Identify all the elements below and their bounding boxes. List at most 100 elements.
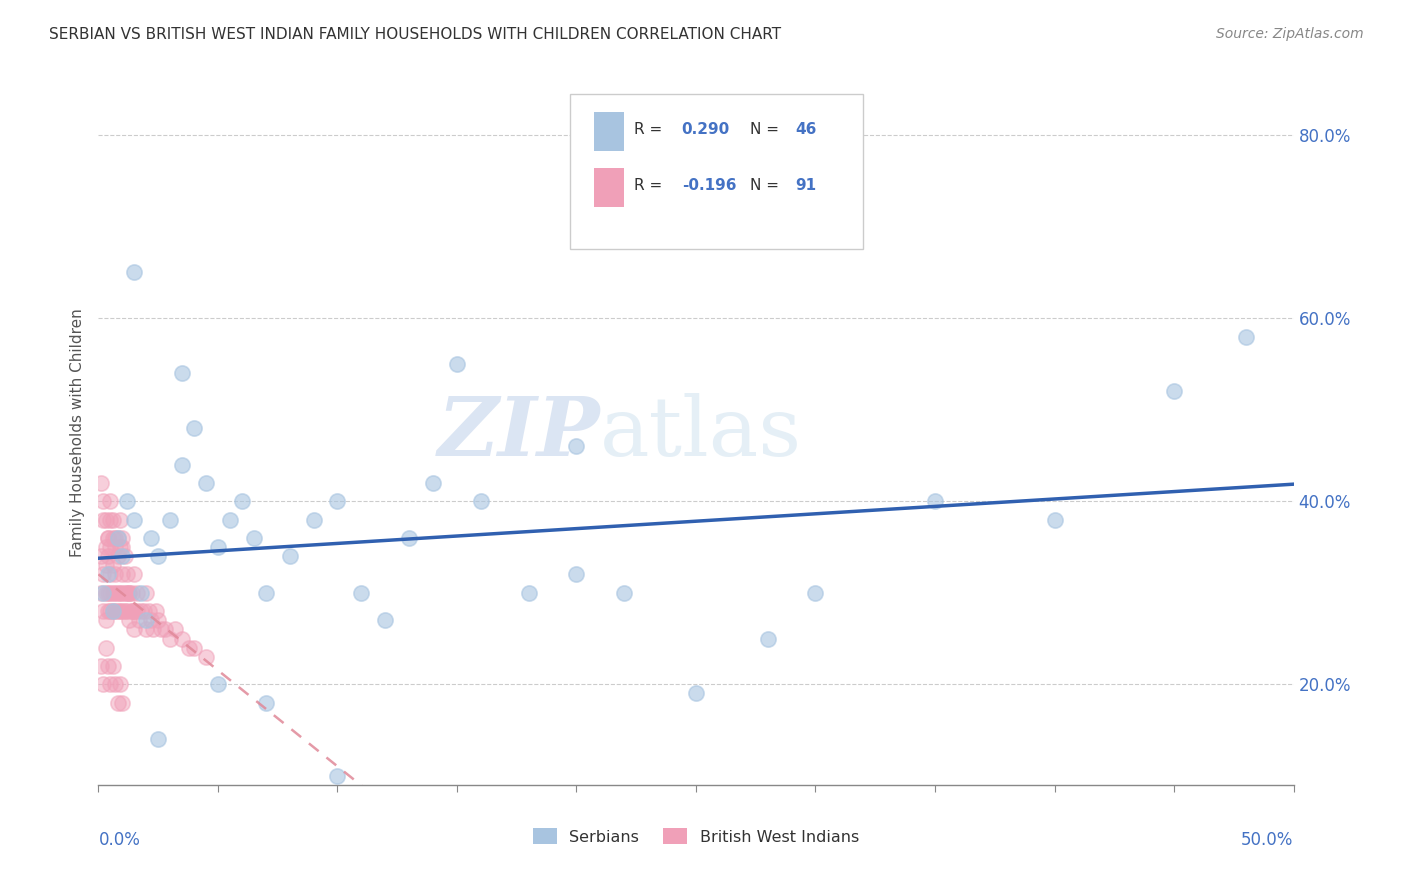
Point	[125, 604, 148, 618]
Point	[121, 604, 143, 618]
Point	[90, 586, 112, 600]
Text: 50.0%: 50.0%	[1241, 830, 1294, 849]
Point	[107, 531, 129, 545]
Point	[97, 567, 120, 582]
Point	[470, 494, 492, 508]
Point	[118, 586, 141, 600]
Point	[104, 567, 127, 582]
Text: SERBIAN VS BRITISH WEST INDIAN FAMILY HOUSEHOLDS WITH CHILDREN CORRELATION CHART: SERBIAN VS BRITISH WEST INDIAN FAMILY HO…	[49, 27, 782, 42]
Point	[179, 640, 201, 655]
Point	[98, 540, 122, 554]
Text: N =: N =	[749, 178, 779, 194]
Point	[115, 586, 138, 600]
Point	[104, 586, 127, 600]
Point	[374, 613, 396, 627]
Point	[111, 567, 134, 582]
Point	[243, 531, 266, 545]
Point	[219, 512, 242, 526]
Point	[125, 586, 148, 600]
Point	[124, 512, 146, 526]
Point	[1234, 329, 1257, 343]
Point	[350, 586, 373, 600]
Point	[148, 549, 170, 564]
Point	[111, 604, 134, 618]
Point	[195, 475, 218, 490]
Point	[107, 531, 129, 545]
Point	[97, 659, 120, 673]
Point	[148, 732, 170, 747]
Point	[98, 512, 122, 526]
Text: 91: 91	[796, 178, 817, 194]
Point	[97, 531, 120, 545]
Text: N =: N =	[749, 122, 779, 137]
Point	[254, 586, 277, 600]
Point	[98, 586, 122, 600]
Point	[97, 549, 120, 564]
Point	[97, 531, 120, 545]
Point	[115, 604, 138, 618]
Point	[98, 604, 122, 618]
Point	[101, 512, 124, 526]
Point	[804, 586, 827, 600]
Point	[756, 632, 779, 646]
Point	[924, 494, 946, 508]
Point	[108, 586, 131, 600]
Point	[114, 549, 136, 564]
Point	[145, 604, 167, 618]
Point	[104, 531, 127, 545]
Point	[108, 604, 131, 618]
Point	[278, 549, 301, 564]
Point	[172, 458, 194, 472]
Point	[107, 604, 129, 618]
Point	[118, 613, 141, 627]
Point	[91, 494, 114, 508]
Point	[326, 494, 349, 508]
Point	[101, 604, 124, 618]
Point	[155, 623, 177, 637]
Point	[1163, 384, 1185, 399]
Text: -0.196: -0.196	[682, 178, 737, 194]
Point	[183, 421, 205, 435]
Point	[142, 623, 165, 637]
Point	[94, 586, 117, 600]
Point	[108, 677, 131, 691]
Point	[172, 366, 194, 380]
Point	[131, 604, 153, 618]
Point	[124, 265, 146, 279]
Point	[121, 586, 143, 600]
Text: R =: R =	[634, 122, 662, 137]
Point	[108, 540, 131, 554]
Point	[231, 494, 253, 508]
Point	[398, 531, 420, 545]
FancyBboxPatch shape	[571, 95, 863, 250]
Point	[115, 567, 138, 582]
Point	[114, 586, 136, 600]
Text: atlas: atlas	[600, 392, 803, 473]
Point	[115, 494, 138, 508]
Point	[104, 677, 127, 691]
Bar	[595, 169, 624, 207]
Point	[94, 558, 117, 573]
Point	[111, 549, 134, 564]
Point	[101, 558, 124, 573]
Point	[195, 649, 218, 664]
Point	[183, 640, 205, 655]
Text: 0.0%: 0.0%	[98, 830, 141, 849]
Point	[94, 540, 117, 554]
Point	[565, 439, 588, 453]
Point	[107, 586, 129, 600]
Point	[98, 567, 122, 582]
Point	[1043, 512, 1066, 526]
Legend: Serbians, British West Indians: Serbians, British West Indians	[526, 822, 866, 851]
Point	[132, 604, 155, 618]
Point	[91, 512, 114, 526]
Point	[97, 586, 120, 600]
Point	[207, 540, 229, 554]
Point	[685, 686, 707, 700]
Point	[128, 613, 150, 627]
Point	[254, 696, 277, 710]
Point	[98, 494, 122, 508]
Point	[94, 640, 117, 655]
Point	[131, 586, 153, 600]
Point	[159, 512, 181, 526]
